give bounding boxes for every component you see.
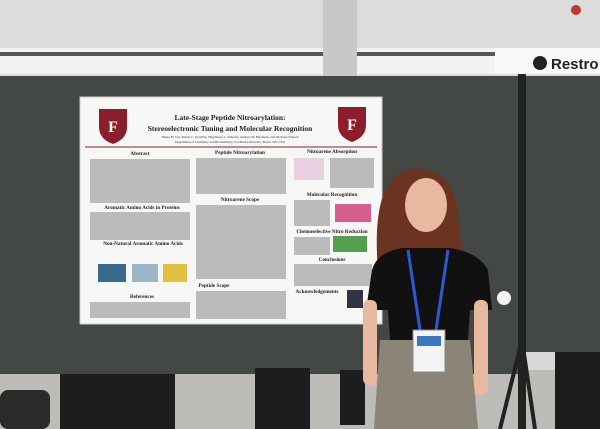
stand-leg xyxy=(520,339,537,429)
shirt xyxy=(366,248,492,340)
text-block xyxy=(294,264,372,286)
text-block xyxy=(196,205,286,279)
figure xyxy=(163,264,187,282)
text-block xyxy=(330,158,374,188)
section-heading: Peptide Nitroarylation xyxy=(215,150,265,156)
poster-authors: Jingze M. Cui, Maura C. Dowling, Magdale… xyxy=(161,135,298,140)
logo-letter: F xyxy=(108,119,118,136)
arm xyxy=(363,300,377,385)
stripe xyxy=(0,52,325,56)
text-block xyxy=(90,302,190,318)
logo xyxy=(338,107,366,142)
section-heading: Acknowledgements xyxy=(296,289,339,295)
figure xyxy=(132,264,158,282)
poster-affiliation: Department of Chemistry and Biochemistry… xyxy=(175,140,285,145)
poster-title: Stereoelectronic Tuning and Molecular Re… xyxy=(148,124,313,133)
skirt xyxy=(374,340,478,429)
person-bg xyxy=(555,352,600,429)
lanyard xyxy=(406,249,450,331)
text-block xyxy=(90,159,190,203)
logo xyxy=(99,109,127,144)
section-heading: Conclusions xyxy=(319,257,346,263)
section-heading: Nitroarene Scope xyxy=(221,197,260,203)
sign-text: Restro xyxy=(551,56,599,73)
restroom-icon xyxy=(533,56,547,70)
person-bg xyxy=(340,370,365,425)
cup xyxy=(497,291,511,305)
arm xyxy=(474,300,488,395)
stand-leg xyxy=(498,339,524,429)
poster-board-right xyxy=(526,76,600,352)
text-block xyxy=(294,200,330,226)
section-heading: Molecular Recognition xyxy=(307,192,358,198)
section-heading: References xyxy=(130,294,154,300)
text-block xyxy=(90,212,190,240)
sign-board xyxy=(495,48,600,74)
section-heading: Chemoselective Nitro Reduction xyxy=(296,229,367,235)
board-stand xyxy=(518,74,526,429)
person-bg xyxy=(255,368,310,429)
pillar xyxy=(323,0,357,80)
text-block xyxy=(196,291,286,319)
badge-band xyxy=(417,336,441,346)
light xyxy=(571,5,581,15)
text-block xyxy=(196,158,286,194)
poster-title: Late-Stage Peptide Nitroarylation: xyxy=(174,113,285,122)
figure xyxy=(333,236,367,252)
bag xyxy=(0,390,50,429)
logo-letter: F xyxy=(347,117,357,134)
figure xyxy=(347,290,363,308)
section-heading: Nitroarene Absorption xyxy=(307,149,357,155)
text-block xyxy=(294,237,330,255)
section-heading: Abstract xyxy=(130,151,150,157)
figure xyxy=(335,204,371,222)
section-heading: Non-Natural Aromatic Amino Acids xyxy=(103,241,183,247)
section-heading: Peptide Scope xyxy=(199,283,231,289)
figure xyxy=(98,264,126,282)
figure xyxy=(294,158,324,180)
face xyxy=(405,178,447,232)
person-bg xyxy=(60,374,175,429)
section-heading: Aromatic Amino Acids in Proteins xyxy=(104,205,180,211)
stripe xyxy=(355,52,495,56)
